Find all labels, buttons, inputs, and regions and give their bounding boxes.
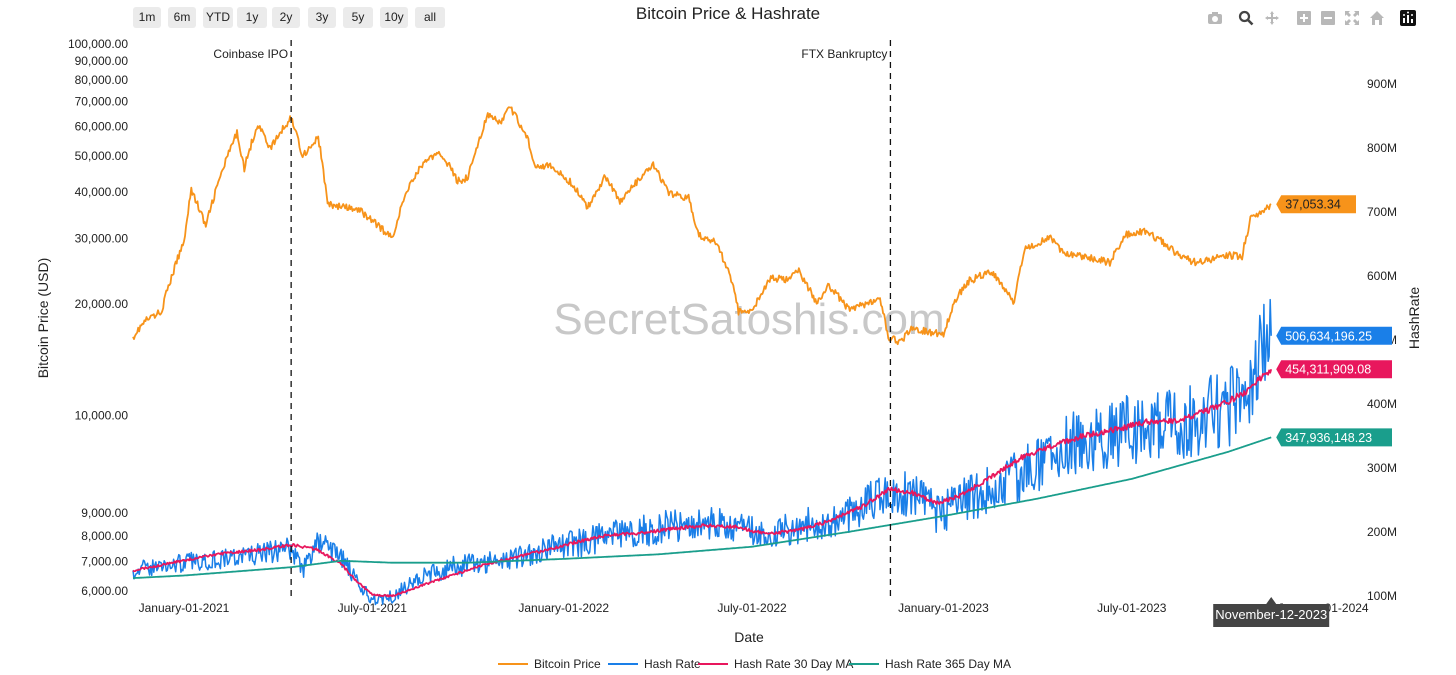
series-bitcoin-price bbox=[132, 106, 1272, 346]
x-axis-title: Date bbox=[734, 629, 764, 645]
y2-tick-label: 300M bbox=[1367, 461, 1397, 475]
range-button-3y[interactable]: 3y bbox=[308, 7, 336, 28]
y-tick-label: 70,000.00 bbox=[75, 95, 129, 109]
x-tick-label: July-01-2022 bbox=[717, 601, 787, 615]
series-hash-rate-30-day-ma bbox=[132, 368, 1273, 598]
annotation-label: Coinbase IPO bbox=[213, 47, 288, 61]
y-tick-label: 80,000.00 bbox=[75, 73, 129, 87]
legend-item[interactable]: Hash Rate bbox=[608, 657, 701, 671]
legend-label: Hash Rate bbox=[644, 657, 701, 671]
y2-axis-title: HashRate bbox=[1406, 287, 1422, 349]
series-line bbox=[132, 436, 1272, 579]
y-tick-label: 50,000.00 bbox=[75, 149, 129, 163]
y-axis-title: Bitcoin Price (USD) bbox=[35, 258, 51, 379]
series-line bbox=[132, 106, 1272, 346]
autoscale-icon[interactable] bbox=[1344, 10, 1360, 26]
legend-label: Hash Rate 365 Day MA bbox=[885, 657, 1011, 671]
zoom-icon[interactable] bbox=[1238, 10, 1254, 26]
watermark: SecretSatoshis.com bbox=[553, 295, 944, 344]
end-value-tag-text: 37,053.34 bbox=[1285, 198, 1341, 212]
hover-label-text: November-12-2023 bbox=[1215, 607, 1327, 622]
series-line bbox=[132, 368, 1273, 598]
zoom-out-icon[interactable] bbox=[1320, 10, 1336, 26]
y-tick-label: 10,000.00 bbox=[75, 409, 129, 423]
legend-item[interactable]: Hash Rate 365 Day MA bbox=[849, 657, 1011, 671]
x-tick-label: January-01-2023 bbox=[898, 601, 989, 615]
camera-icon[interactable] bbox=[1207, 10, 1223, 26]
y-tick-label: 30,000.00 bbox=[75, 231, 129, 245]
series-hash-rate-365-day-ma bbox=[132, 436, 1272, 579]
range-button-5y[interactable]: 5y bbox=[343, 7, 373, 28]
range-button-all[interactable]: all bbox=[415, 7, 445, 28]
y2-tick-label: 100M bbox=[1367, 589, 1397, 603]
plotly-logo-icon[interactable] bbox=[1400, 10, 1416, 26]
pan-icon[interactable] bbox=[1264, 10, 1280, 26]
end-value-tag-text: 347,936,148.23 bbox=[1285, 431, 1372, 445]
series-hash-rate bbox=[132, 298, 1272, 606]
end-value-tag-bg bbox=[1276, 428, 1393, 447]
y-tick-label: 90,000.00 bbox=[75, 54, 129, 68]
zoom-in-icon[interactable] bbox=[1296, 10, 1312, 26]
end-value-tag: 506,634,196.25 bbox=[1276, 326, 1393, 345]
x-tick-label: July-01-2021 bbox=[338, 601, 408, 615]
end-value-tag-bg bbox=[1276, 195, 1357, 214]
annotation-label: FTX Bankruptcy bbox=[801, 47, 887, 61]
legend-item[interactable]: Bitcoin Price bbox=[498, 657, 601, 671]
hover-label-bg bbox=[1213, 597, 1330, 627]
range-button-10y[interactable]: 10y bbox=[380, 7, 408, 28]
y-tick-label: 9,000.00 bbox=[81, 506, 128, 520]
end-value-tag-bg bbox=[1276, 326, 1393, 345]
y2-tick-label: 600M bbox=[1367, 269, 1397, 283]
y-tick-label: 7,000.00 bbox=[81, 554, 128, 568]
y-tick-label: 6,000.00 bbox=[81, 584, 128, 598]
end-value-tag-text: 506,634,196.25 bbox=[1285, 329, 1372, 343]
y-tick-label: 8,000.00 bbox=[81, 529, 128, 543]
x-tick-label: July-01-2023 bbox=[1097, 601, 1167, 615]
end-value-tag: 454,311,909.08 bbox=[1276, 360, 1393, 379]
range-button-1y[interactable]: 1y bbox=[237, 7, 267, 28]
y-tick-label: 20,000.00 bbox=[75, 297, 129, 311]
legend-item[interactable]: Hash Rate 30 Day MA bbox=[698, 657, 853, 671]
y2-tick-label: 700M bbox=[1367, 205, 1397, 219]
chart-title: Bitcoin Price & Hashrate bbox=[635, 4, 821, 23]
legend-label: Hash Rate 30 Day MA bbox=[734, 657, 853, 671]
y2-tick-label: 900M bbox=[1367, 77, 1397, 91]
legend-label: Bitcoin Price bbox=[534, 657, 601, 671]
y2-tick-label: 800M bbox=[1367, 141, 1397, 155]
hover-date-label: November-12-2023 bbox=[1213, 597, 1330, 627]
range-button-6m[interactable]: 6m bbox=[168, 7, 196, 28]
series-line bbox=[132, 298, 1272, 606]
range-button-2y[interactable]: 2y bbox=[272, 7, 300, 28]
y2-tick-label: 200M bbox=[1367, 525, 1397, 539]
end-value-tag: 347,936,148.23 bbox=[1276, 428, 1393, 447]
y2-tick-label: 400M bbox=[1367, 397, 1397, 411]
range-button-1m[interactable]: 1m bbox=[133, 7, 161, 28]
end-value-tag-bg bbox=[1276, 360, 1393, 379]
end-value-tag: 37,053.34 bbox=[1276, 195, 1357, 214]
range-button-ytd[interactable]: YTD bbox=[203, 7, 233, 28]
x-tick-label: January-01-2021 bbox=[139, 601, 230, 615]
y-tick-label: 60,000.00 bbox=[75, 119, 129, 133]
end-value-tag-text: 454,311,909.08 bbox=[1285, 363, 1371, 377]
y-tick-label: 40,000.00 bbox=[75, 185, 129, 199]
reset-axes-icon[interactable] bbox=[1369, 10, 1385, 26]
x-tick-label: January-01-2022 bbox=[518, 601, 609, 615]
y-tick-label: 100,000.00 bbox=[68, 37, 128, 51]
